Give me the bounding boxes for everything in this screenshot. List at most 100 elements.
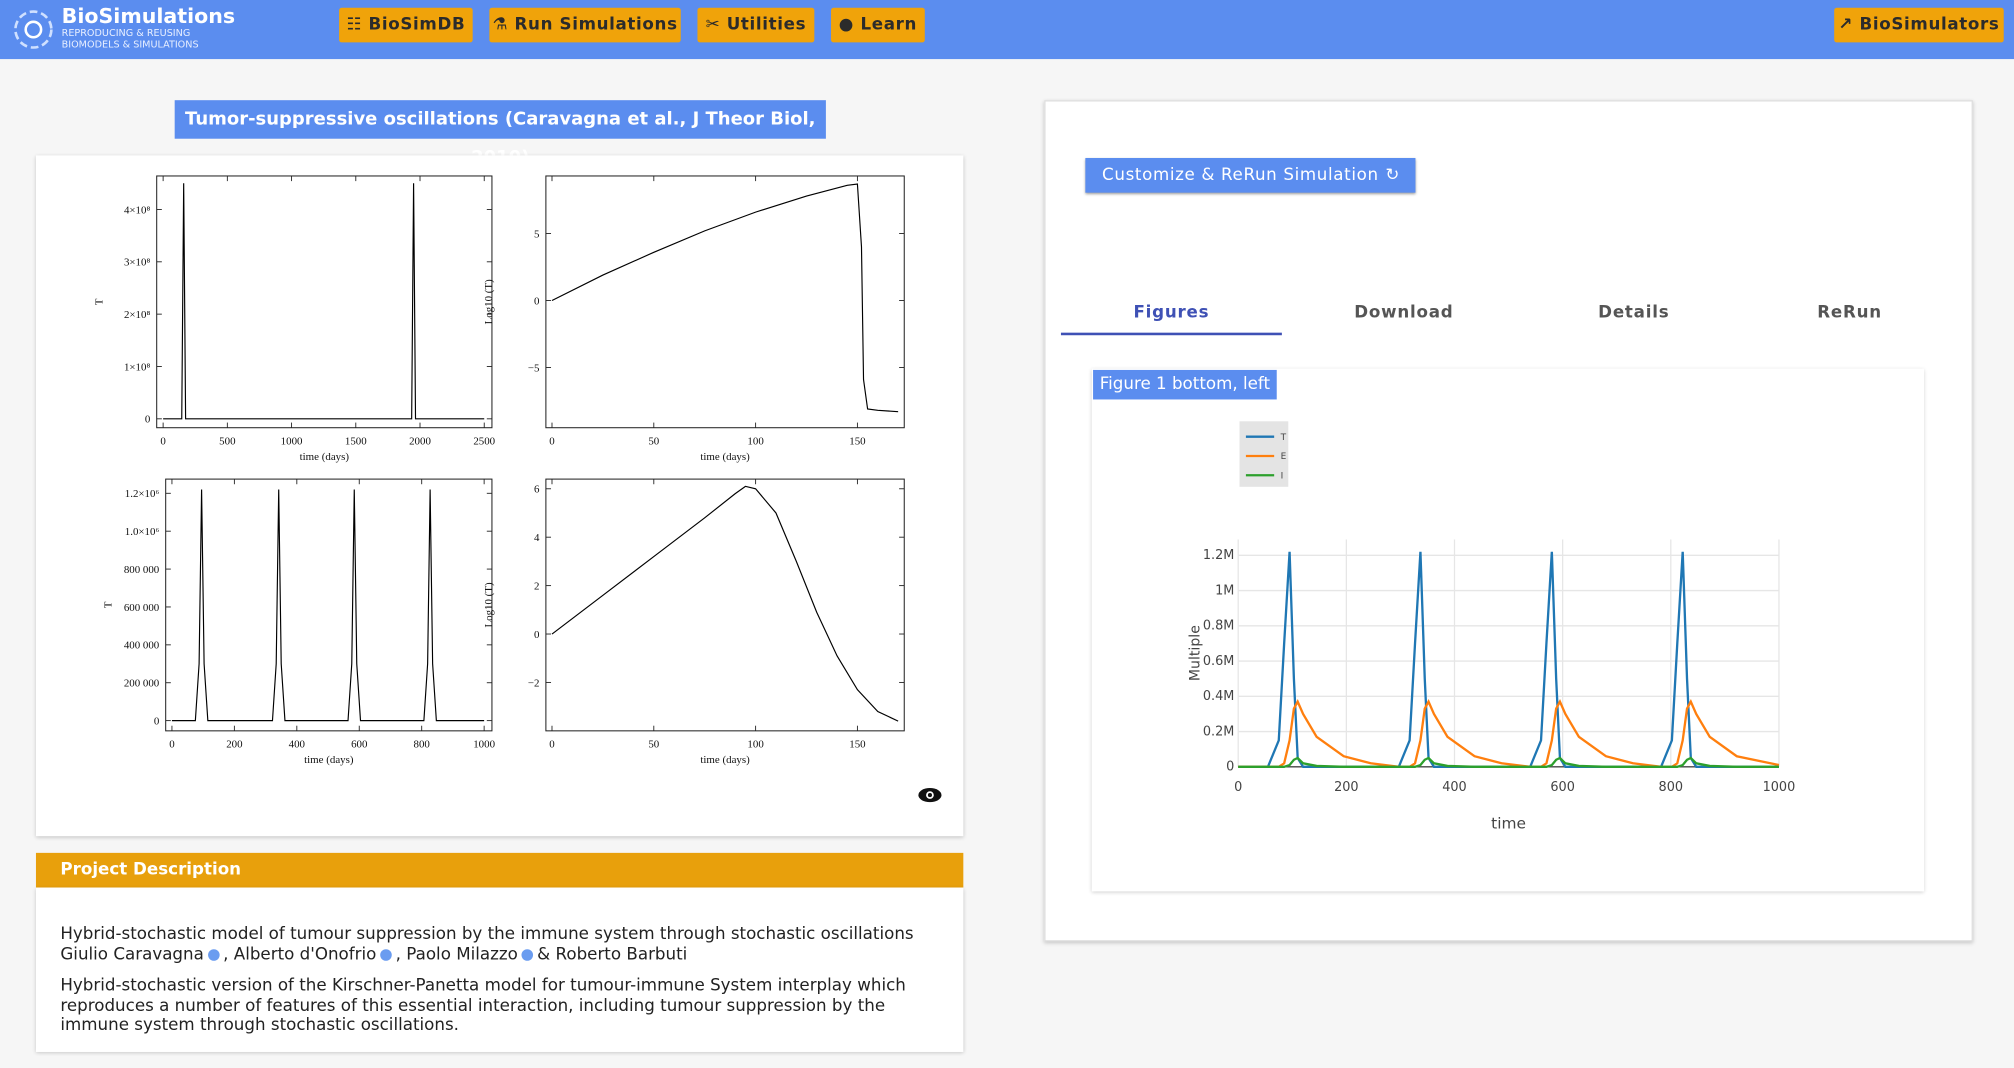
series-line [1238, 551, 1779, 768]
x-tick-label: 200 [226, 739, 243, 751]
x-tick-label: 150 [849, 739, 866, 751]
author[interactable]: Paolo Milazzo [406, 945, 518, 965]
y-tick-label: 1.0×10⁶ [125, 526, 160, 538]
nav-button[interactable]: ● Learn [831, 7, 925, 43]
nav-button[interactable]: ✂ Utilities [697, 7, 815, 43]
y-tick-label: 0 [534, 629, 540, 641]
nav-label: Learn [860, 15, 918, 35]
nav-label: Utilities [726, 15, 807, 35]
nav-button[interactable]: ☷ BioSimDB [339, 7, 473, 43]
x-tick-label: 400 [1442, 780, 1467, 795]
y-tick-label: 4×10⁸ [124, 204, 151, 216]
description-card [35, 887, 964, 1052]
figure-label: Figure 1 bottom, left [1093, 369, 1277, 400]
tab[interactable]: ReRun [1817, 303, 1882, 323]
tagline: REPRODUCING & REUSING BIOMODELS & SIMULAT… [62, 27, 199, 50]
y-tick-label: 1.2M [1203, 548, 1234, 563]
authors: Giulio Caravagna, Alberto d'Onofrio, Pao… [60, 945, 946, 964]
series-line [551, 183, 899, 413]
orcid-icon[interactable] [207, 949, 220, 961]
x-tick-label: 50 [648, 435, 659, 447]
x-tick-label: 600 [1550, 780, 1575, 795]
refresh-icon: ↻ [1385, 165, 1401, 185]
nav-label: Run Simulations [514, 15, 678, 35]
x-tick-label: 0 [1234, 780, 1242, 795]
y-tick-label: 1×10⁸ [124, 361, 151, 373]
y-tick-label: 0.4M [1203, 689, 1234, 704]
y-tick-label: 0.6M [1203, 654, 1234, 669]
separator: , [395, 945, 401, 965]
plot-frame [545, 175, 905, 429]
y-tick-label: 2 [534, 580, 539, 592]
plot-frame [545, 478, 905, 732]
eye-icon[interactable] [916, 785, 944, 806]
tab[interactable]: Download [1354, 303, 1454, 323]
button-label: Customize & ReRun Simulation [1102, 165, 1379, 185]
author[interactable]: Giulio Caravagna [60, 945, 204, 965]
tab[interactable]: Figures [1133, 303, 1210, 323]
y-axis-label: Multiple [1188, 625, 1204, 681]
y-tick-label: 0.2M [1203, 724, 1234, 739]
x-tick-label: 400 [289, 739, 306, 751]
y-tick-label: 0 [145, 414, 151, 426]
x-axis-label: time (days) [700, 754, 750, 766]
x-axis-label: time (days) [300, 451, 350, 463]
y-tick-label: 3×10⁸ [124, 257, 151, 269]
x-tick-label: 600 [351, 739, 368, 751]
series-line [163, 183, 485, 420]
x-tick-label: 200 [1334, 780, 1359, 795]
x-tick-label: 500 [219, 435, 236, 447]
y-tick-label: 0 [534, 295, 540, 307]
y-tick-label: 400 000 [124, 640, 160, 652]
series-line [171, 489, 485, 722]
x-tick-label: 0 [169, 739, 175, 751]
x-tick-label: 0 [549, 739, 555, 751]
author[interactable]: Alberto d'Onofrio [233, 945, 377, 965]
series-line [551, 485, 899, 722]
abstract: Hybrid-stochastic version of the Kirschn… [60, 976, 906, 1036]
header [0, 0, 2014, 60]
nav-label: BioSimDB [368, 15, 466, 35]
y-axis-label: T [94, 298, 106, 305]
x-tick-label: 2500 [473, 435, 495, 447]
brand[interactable]: BioSimulations [61, 3, 236, 29]
orcid-icon[interactable] [521, 949, 534, 961]
y-tick-label: 6 [534, 484, 540, 496]
legend-label: I [1281, 471, 1284, 481]
y-tick-label: 1.2×10⁶ [125, 488, 160, 500]
rerun-button[interactable]: Customize & ReRun Simulation ↻ [1085, 157, 1416, 193]
nav-button[interactable]: ⚗ Run Simulations [489, 7, 681, 43]
plot-frame [165, 478, 493, 732]
author[interactable]: Roberto Barbuti [555, 945, 688, 965]
y-tick-label: 800 000 [124, 564, 160, 576]
x-tick-label: 150 [849, 435, 866, 447]
plot-frame [156, 175, 493, 429]
x-tick-label: 800 [414, 739, 431, 751]
x-tick-label: 0 [160, 435, 166, 447]
x-axis-label: time [1491, 814, 1526, 832]
y-tick-label: 0 [1226, 760, 1234, 775]
x-axis-label: time (days) [700, 451, 750, 463]
x-tick-label: 1000 [1763, 780, 1796, 795]
tab[interactable]: Details [1598, 303, 1670, 323]
y-tick-label: 0 [154, 715, 160, 727]
external-link[interactable]: ↗ BioSimulators [1834, 7, 2004, 43]
logo-icon [14, 10, 53, 49]
orcid-icon[interactable] [380, 949, 392, 961]
y-tick-label: 4 [534, 532, 540, 544]
x-tick-label: 1000 [281, 435, 303, 447]
x-tick-label: 0 [549, 435, 555, 447]
summary: Hybrid-stochastic model of tumour suppre… [60, 924, 914, 945]
nav-label: BioSimulators [1859, 15, 2000, 35]
y-tick-label: 600 000 [124, 602, 160, 614]
y-tick-label: −2 [528, 677, 540, 689]
x-tick-label: 50 [648, 739, 659, 751]
tagline-line: BIOMODELS & SIMULATIONS [61, 38, 199, 51]
series-line [1238, 756, 1779, 768]
x-tick-label: 100 [747, 435, 764, 447]
x-tick-label: 100 [747, 739, 764, 751]
y-tick-label: 0.8M [1203, 619, 1234, 634]
